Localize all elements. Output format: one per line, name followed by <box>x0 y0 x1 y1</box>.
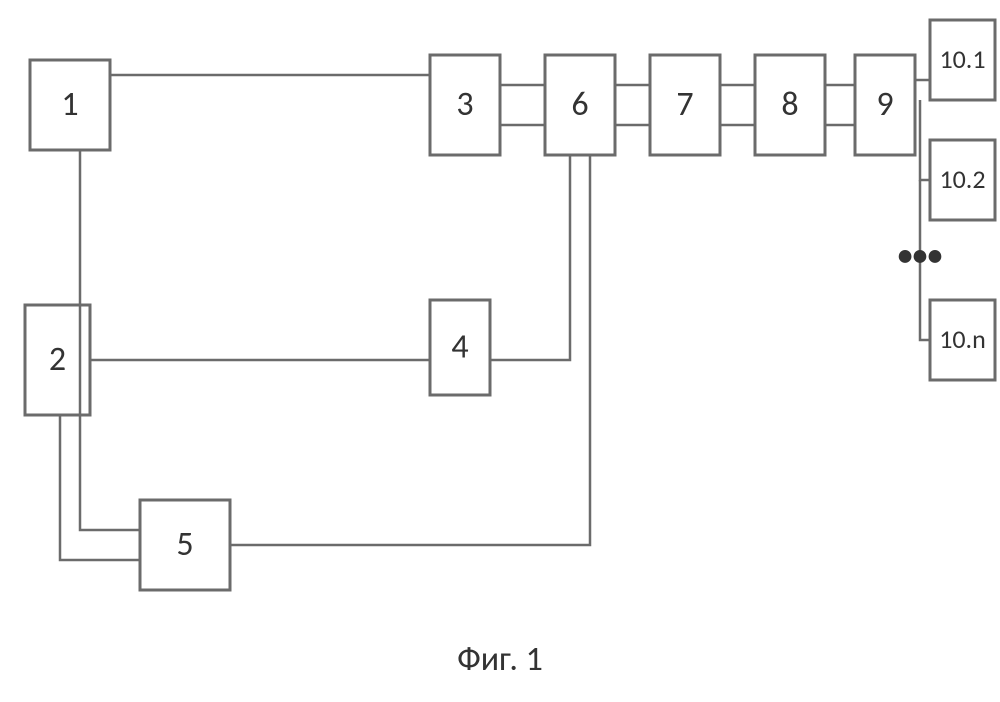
node-label-9: 9 <box>876 84 893 125</box>
node-label-7: 7 <box>676 84 693 125</box>
node-1: 1 <box>30 60 110 150</box>
node-label-5: 5 <box>176 524 193 565</box>
node-label-3: 3 <box>456 84 473 125</box>
node-label-8: 8 <box>781 84 798 125</box>
node-7: 7 <box>650 55 720 155</box>
node-9: 9 <box>855 55 915 155</box>
node-10.1: 10.1 <box>930 20 995 100</box>
node-label-1: 1 <box>61 84 78 125</box>
node-label-10.2: 10.2 <box>939 163 985 195</box>
node-label-6: 6 <box>571 84 588 125</box>
node-8: 8 <box>755 55 825 155</box>
node-label-10.n: 10.n <box>939 323 986 355</box>
node-label-2: 2 <box>49 339 66 380</box>
edge-4 <box>230 155 590 545</box>
figure-caption: Фиг. 1 <box>457 639 543 680</box>
edge-5 <box>490 155 570 360</box>
node-3: 3 <box>430 55 500 155</box>
node-label-4: 4 <box>451 327 468 368</box>
edge-3 <box>60 415 140 560</box>
node-6: 6 <box>545 55 615 155</box>
node-label-10.1: 10.1 <box>939 43 985 75</box>
ellipsis: ••• <box>898 237 943 274</box>
node-5: 5 <box>140 500 230 590</box>
node-10.2: 10.2 <box>930 140 995 220</box>
node-10.n: 10.n <box>930 300 995 380</box>
node-4: 4 <box>430 300 490 395</box>
